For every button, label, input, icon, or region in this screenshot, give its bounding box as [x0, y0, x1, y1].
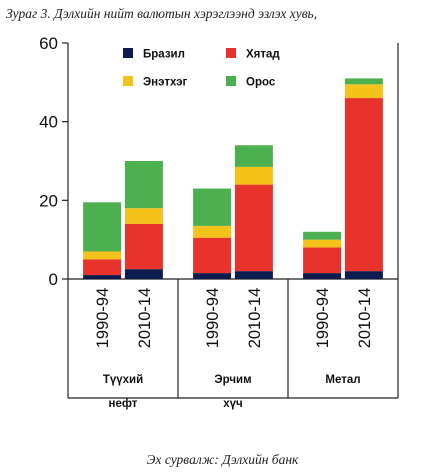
y-axis: 0 20 40 60: [39, 34, 68, 289]
bar-segment: [83, 259, 122, 276]
x-group-label: Эрчим: [214, 374, 251, 386]
legend-swatch: [226, 48, 236, 58]
legend-label: Бразил: [143, 49, 185, 61]
bar-segment: [193, 225, 232, 238]
legend-swatch: [226, 76, 236, 86]
bar-segment: [83, 275, 122, 279]
legend-swatch: [123, 76, 133, 86]
x-category-label: 1990-94: [204, 288, 222, 349]
bar-segment: [234, 184, 273, 272]
x-category-label: 2010-14: [356, 288, 374, 349]
x-axis-labels: 1990-94 2010-14 1990-94 2010-14 1990-94 2010-…: [94, 288, 374, 410]
y-tick-label: 40: [39, 113, 58, 132]
bar-segment: [193, 188, 232, 226]
bar-segment: [344, 84, 383, 99]
bar-segment: [234, 166, 273, 185]
x-category-label: 2010-14: [136, 288, 154, 349]
bar-segment: [234, 145, 273, 167]
legend-label: Хятад: [246, 49, 280, 61]
bar-segment: [83, 251, 122, 260]
legend: Бразил Хятад Энэтхэг Орос: [123, 48, 280, 89]
bar-segment: [193, 273, 232, 279]
x-group-label: нефт: [109, 398, 138, 410]
bar-segment: [234, 271, 273, 279]
figure-source: Эх сурвалж: Дэлхийн банк: [146, 452, 299, 467]
bar-segment: [124, 208, 163, 224]
figure-title: Зураг 3. Дэлхийн нийт валютын хэрэглээнд…: [6, 6, 318, 21]
y-tick-label: 20: [39, 191, 58, 210]
bar-segment: [303, 239, 342, 248]
legend-label: Энэтхэг: [143, 77, 188, 89]
bar-segment: [124, 161, 163, 209]
x-category-label: 2010-14: [246, 288, 264, 349]
bar-segment: [83, 202, 122, 252]
y-tick-label: 60: [39, 34, 58, 53]
bar-segment: [344, 271, 383, 279]
bar-segment: [124, 269, 163, 279]
x-group-label: хүч: [223, 398, 242, 410]
x-category-label: 1990-94: [94, 288, 112, 349]
x-category-label: 1990-94: [314, 288, 332, 349]
bar-segment: [193, 237, 232, 274]
legend-label: Орос: [246, 77, 276, 89]
legend-swatch: [123, 48, 133, 58]
bar-segment: [124, 223, 163, 270]
bar-segment: [303, 273, 342, 279]
y-tick-label: 0: [49, 270, 58, 289]
bars: [83, 78, 383, 279]
bar-segment: [344, 98, 383, 272]
x-group-label: Метал: [325, 374, 360, 386]
x-group-label: Түүхий: [103, 374, 143, 386]
bar-segment: [303, 247, 342, 274]
bar-segment: [344, 78, 383, 85]
bar-segment: [303, 231, 342, 240]
plot-frame: [67, 43, 399, 399]
